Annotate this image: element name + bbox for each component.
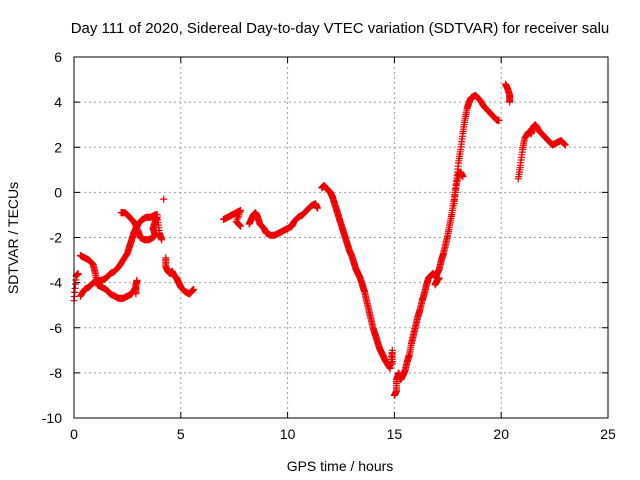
x-tick-label: 15 (387, 426, 403, 442)
data-point (237, 222, 245, 230)
y-tick-label: 4 (54, 94, 62, 110)
data-point (133, 224, 141, 232)
y-tick-label: 6 (54, 49, 62, 65)
y-tick-label: 0 (54, 184, 62, 200)
x-tick-label: 5 (177, 426, 185, 442)
y-axis-ticks: -10 -8 -6 -4 -2 0 2 4 6 (42, 49, 608, 426)
x-axis-ticks: 0 5 10 15 20 25 (70, 57, 616, 442)
plot-frame (73, 56, 609, 419)
data-point (74, 270, 82, 278)
data-point (131, 219, 138, 227)
y-tick-label: -8 (50, 365, 63, 381)
data-point (388, 360, 396, 368)
data-point (133, 276, 141, 284)
data-point (459, 173, 467, 181)
chart-title: Day 111 of 2020, Sidereal Day-to-day VTE… (71, 20, 610, 37)
data-point (435, 274, 443, 282)
x-tick-label: 10 (280, 426, 296, 442)
x-tick-label: 25 (600, 426, 616, 442)
y-tick-label: 2 (54, 139, 62, 155)
x-tick-label: 20 (493, 426, 509, 442)
data-point (506, 98, 514, 106)
data-point (190, 285, 198, 293)
data-point (130, 218, 138, 226)
data-point (236, 222, 244, 229)
data-point (314, 204, 321, 212)
y-axis-label: SDTVAR / TECUs (5, 182, 21, 294)
data-point (132, 222, 140, 230)
data-point (560, 140, 568, 147)
data-point (495, 116, 503, 124)
y-tick-label: -2 (50, 230, 63, 246)
data-point (235, 221, 243, 229)
y-tick-label: -4 (50, 275, 63, 291)
y-tick-label: -6 (50, 320, 63, 336)
data-point (561, 141, 569, 149)
data-point (158, 236, 166, 244)
data-series-salu (70, 80, 569, 399)
data-point (131, 221, 139, 229)
x-tick-label: 0 (70, 426, 78, 442)
x-axis-label: GPS time / hours (287, 458, 394, 474)
grid (74, 57, 608, 418)
data-point (561, 140, 569, 148)
data-point (160, 195, 168, 203)
y-tick-label: -10 (42, 410, 62, 426)
